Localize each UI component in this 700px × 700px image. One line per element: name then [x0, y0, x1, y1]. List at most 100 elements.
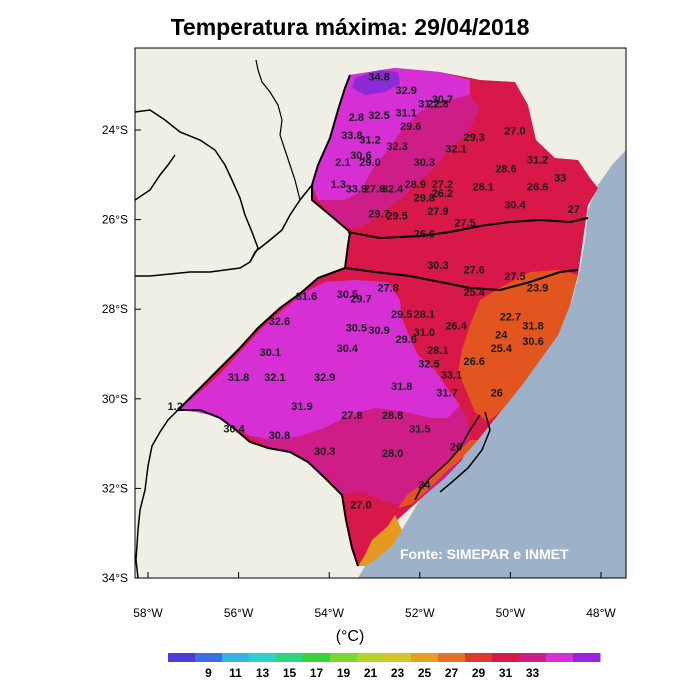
station-value: 30.8 — [269, 430, 290, 442]
station-value: 28.8 — [382, 410, 403, 422]
station-value: 32.3 — [386, 141, 407, 153]
region-coast — [358, 515, 402, 566]
colorbar-swatch — [384, 653, 412, 662]
station-value: 26.6 — [414, 229, 435, 241]
colorbar-label: 21 — [364, 666, 378, 680]
region-hottest-north — [312, 68, 470, 200]
station-value: 30.4 — [223, 423, 245, 435]
latitude-ticks: 24°S 26°S 28°S 30°S 32°S 34°S — [102, 123, 141, 585]
station-value: 31.9 — [291, 401, 312, 413]
station-value: 26.4 — [445, 320, 467, 332]
colorbar-swatch — [222, 653, 250, 662]
station-value: 22.7 — [500, 311, 521, 323]
colorbar-label: 25 — [418, 666, 432, 680]
station-value: 26 — [450, 441, 462, 453]
colorbar-label: 33 — [526, 666, 540, 680]
neighbour-border-5 — [255, 59, 301, 201]
colorbar-label: 15 — [283, 666, 297, 680]
neighbour-border-1 — [135, 184, 313, 277]
lon-tick-label: 58°W — [133, 606, 163, 620]
station-value: 29.8 — [414, 193, 435, 205]
station-value: 27.0 — [350, 500, 371, 512]
station-value: 26 — [491, 388, 503, 400]
colorbar-label: 23 — [391, 666, 405, 680]
region-warm-east — [458, 270, 578, 422]
ocean — [358, 150, 626, 578]
station-value: 27.6 — [463, 264, 484, 276]
colorbar-swatch — [465, 653, 493, 662]
station-value: 34.8 — [368, 72, 389, 84]
station-value: 32.4 — [382, 184, 404, 196]
station-value: 30.4 — [337, 343, 359, 355]
station-value: 28.6 — [495, 164, 516, 176]
station-value: 31.2 — [527, 155, 548, 167]
station-value: 28.1 — [414, 309, 435, 321]
station-value: 32.1 — [445, 143, 466, 155]
station-value: 30.4 — [504, 199, 526, 211]
colorbar-swatch — [168, 653, 196, 662]
station-value: 27.8 — [364, 184, 385, 196]
colorbar-label: 13 — [256, 666, 270, 680]
station-value: 32.1 — [264, 372, 285, 384]
lon-tick-label: 54°W — [314, 606, 344, 620]
station-value: 26.6 — [527, 182, 548, 194]
lat-tick-label: 26°S — [102, 213, 128, 227]
station-value: 29.7 — [350, 294, 371, 306]
station-value: 25.4 — [491, 343, 513, 355]
station-value: 33.9 — [346, 184, 367, 196]
station-value: 1.2 — [168, 401, 183, 413]
colorbar-label: 31 — [499, 666, 513, 680]
region-warm-south — [398, 440, 478, 508]
station-value: 29.3 — [463, 132, 484, 144]
station-value: 31.5 — [409, 423, 430, 435]
station-value: 32.6 — [269, 316, 290, 328]
source-label: Fonte: SIMEPAR e INMET — [400, 546, 569, 562]
lat-tick-label: 30°S — [102, 392, 128, 406]
lon-tick-label: 56°W — [224, 606, 254, 620]
colorbar-swatch — [249, 653, 277, 662]
station-value: 27.0 — [504, 126, 525, 138]
colorbar-label: 11 — [229, 666, 242, 680]
station-value: 31.8 — [522, 320, 543, 332]
state-border-sc-rs — [344, 267, 579, 292]
station-value: 22.8 — [427, 99, 448, 111]
map-title: Temperatura máxima: 29/04/2018 — [170, 14, 530, 40]
station-value: 29.6 — [400, 121, 421, 133]
neighbour-border-3 — [135, 154, 176, 201]
lat-tick-label: 24°S — [102, 123, 128, 137]
region-hot-south — [250, 405, 470, 505]
region-hot-band — [318, 95, 480, 228]
station-value: 26.2 — [432, 188, 453, 200]
station-value: 29.0 — [359, 157, 380, 169]
station-value: 23.9 — [527, 282, 548, 294]
station-value: 1.3 — [331, 179, 346, 191]
lat-tick-label: 34°S — [102, 571, 128, 585]
station-value: 24 — [418, 479, 431, 491]
colorbar-swatch — [519, 653, 547, 662]
colorbar-label: 27 — [445, 666, 459, 680]
lat-tick-label: 32°S — [102, 481, 128, 495]
station-value: 30.3 — [427, 260, 448, 272]
lagoon-border — [414, 411, 491, 501]
lon-tick-label: 52°W — [405, 606, 435, 620]
station-value: 26.6 — [463, 356, 484, 368]
lat-tick-label: 28°S — [102, 302, 128, 316]
state-border-pr-sc — [347, 217, 589, 240]
station-value: 28.9 — [405, 179, 426, 191]
colorbar-label: 17 — [310, 666, 324, 680]
neighbour-border-4 — [135, 409, 179, 578]
station-value: 27.5 — [504, 271, 525, 283]
station-value: 31.8 — [228, 372, 249, 384]
colorbar-swatch — [357, 653, 385, 662]
station-value: 30.5 — [346, 323, 367, 335]
station-value: 31.2 — [418, 99, 439, 111]
station-value: 33 — [554, 173, 566, 185]
station-value: 32.5 — [368, 110, 389, 122]
colorbar-label: 29 — [472, 666, 486, 680]
station-value: 30.3 — [314, 446, 335, 458]
lon-tick-label: 50°W — [496, 606, 526, 620]
station-value: 28.1 — [472, 182, 493, 194]
station-value: 32.9 — [314, 372, 335, 384]
colorbar-swatch — [411, 653, 439, 662]
